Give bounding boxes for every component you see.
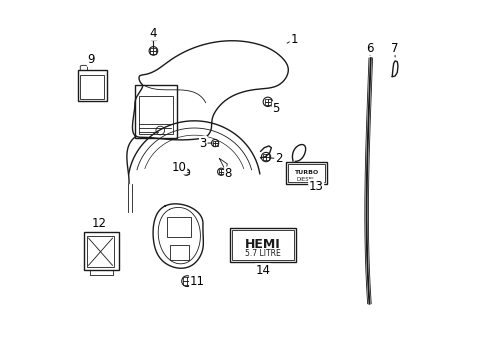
Bar: [167, 217, 190, 237]
Bar: [262, 154, 269, 160]
Text: 14: 14: [255, 264, 270, 277]
Bar: [232, 230, 294, 260]
Text: 10: 10: [171, 161, 186, 174]
Bar: [183, 277, 190, 285]
Bar: [87, 236, 114, 267]
Text: 1: 1: [290, 33, 297, 46]
Text: DIESEL: DIESEL: [296, 177, 315, 182]
Text: 7: 7: [390, 41, 398, 54]
Text: 8: 8: [224, 167, 232, 180]
Bar: [212, 140, 217, 145]
Bar: [230, 228, 296, 262]
Bar: [150, 48, 156, 54]
Text: TURBO: TURBO: [293, 170, 318, 175]
Text: 4: 4: [149, 27, 157, 40]
Text: 11: 11: [189, 275, 204, 288]
Bar: [169, 245, 188, 260]
Bar: [264, 99, 270, 105]
Text: 5.7 LITRE: 5.7 LITRE: [245, 249, 281, 258]
Text: 3: 3: [199, 136, 206, 149]
Bar: [83, 231, 119, 270]
Text: 6: 6: [366, 41, 373, 54]
Bar: [139, 96, 172, 134]
Bar: [184, 170, 188, 174]
Text: 12: 12: [92, 217, 106, 230]
Text: 9: 9: [87, 53, 95, 66]
Bar: [78, 69, 107, 101]
Bar: [80, 75, 103, 99]
Bar: [135, 85, 177, 138]
Bar: [285, 162, 326, 184]
Text: 13: 13: [308, 180, 323, 193]
Bar: [287, 164, 325, 182]
Text: HEMI: HEMI: [245, 238, 281, 251]
Text: 5: 5: [272, 102, 279, 115]
Bar: [218, 169, 223, 174]
Text: 2: 2: [274, 152, 282, 165]
